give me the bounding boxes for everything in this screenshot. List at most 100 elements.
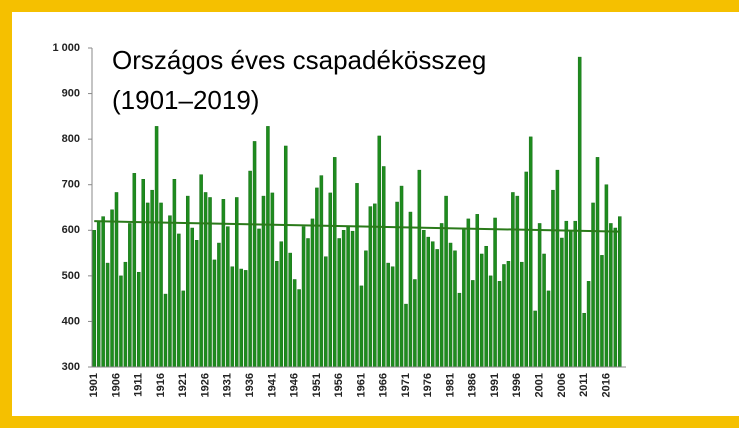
bar [373,203,377,368]
bar [306,238,310,368]
bar [212,259,217,368]
bar [203,192,208,368]
bar [399,185,404,368]
bar [324,256,328,368]
bar [310,218,315,368]
bar [448,242,453,368]
x-tick-label: 1956 [333,373,345,397]
bar [194,240,199,368]
bar [132,173,137,368]
chart-subtitle: (1901–2019) [112,85,259,115]
bar [595,157,600,368]
bar [417,169,422,368]
y-tick-label: 500 [62,270,80,282]
bar [199,174,203,368]
bar [439,223,444,368]
bar [453,250,457,368]
bar [430,241,435,368]
bar [217,242,221,368]
bar [502,264,506,368]
bar [319,175,324,368]
bar [341,230,346,368]
bar [475,214,480,368]
x-tick-label: 1936 [244,373,256,397]
x-tick-label: 1926 [199,373,211,397]
bar [137,271,141,368]
bar [466,218,471,368]
x-tick-label: 1931 [222,373,234,397]
x-tick-label: 1911 [133,373,145,397]
bar [252,141,257,368]
bar [288,252,292,368]
bar [444,195,448,368]
bar [337,238,341,368]
bar [457,292,462,368]
bar [524,171,529,368]
bar [346,226,350,368]
bar [582,312,586,368]
bar [141,178,145,368]
x-tick-label: 2006 [556,373,568,397]
bar [609,223,613,368]
x-tick-label: 1921 [177,373,189,397]
bar [422,230,426,368]
bar [110,209,114,368]
bar [533,310,537,368]
y-tick-label: 800 [62,133,80,145]
x-tick-label: 1901 [88,373,100,397]
x-tick-label: 1966 [378,373,390,397]
bar [332,157,337,368]
bar [408,211,413,368]
bar [404,303,408,368]
x-tick-label: 1996 [511,373,523,397]
bar [168,215,172,368]
bar [511,192,515,368]
bar [234,197,239,368]
y-tick-label: 900 [62,87,80,99]
bar [297,289,301,368]
bar [377,135,382,368]
x-tick-label: 2011 [578,373,590,397]
bar [261,195,266,368]
bar [328,192,333,368]
bar [413,279,417,368]
bar [359,285,364,368]
x-tick-label: 2016 [600,373,612,397]
bar [462,227,466,368]
bar [123,261,128,368]
bar [493,217,497,368]
bar [172,178,177,368]
bar [586,281,591,368]
bar [484,245,488,368]
bar [506,261,511,368]
bar [520,261,524,368]
bar [292,279,297,368]
bar [560,237,564,368]
chart-title: Országos éves csapadékösszeg [112,45,486,75]
x-tick-label: 1986 [467,373,479,397]
bar [181,290,186,368]
x-tick-label: 1906 [110,373,122,397]
bar [546,290,551,368]
bar [257,228,261,368]
bar [551,189,555,368]
bar [248,170,252,368]
bar [150,189,154,368]
bar [105,262,110,368]
bar [364,250,368,368]
bar [159,202,163,368]
bar [600,255,604,368]
bar [471,280,475,368]
x-tick-label: 1951 [311,373,323,397]
bar [390,266,395,368]
x-tick-label: 1916 [155,373,167,397]
bar [154,126,159,368]
bar [315,187,319,368]
x-tick-label: 1976 [422,373,434,397]
bar [145,202,150,368]
x-tick-label: 1971 [400,373,412,397]
bar [426,236,431,368]
bar [435,249,439,368]
bar [479,253,484,368]
